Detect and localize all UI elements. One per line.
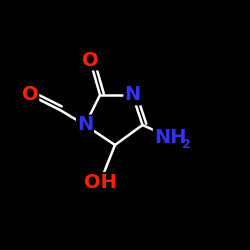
- Text: N: N: [124, 86, 140, 104]
- Text: NH: NH: [154, 128, 186, 147]
- Text: N: N: [77, 116, 93, 134]
- Text: OH: OH: [84, 173, 116, 192]
- Text: 2: 2: [182, 138, 191, 151]
- Text: O: O: [22, 86, 38, 104]
- Text: O: O: [82, 50, 98, 70]
